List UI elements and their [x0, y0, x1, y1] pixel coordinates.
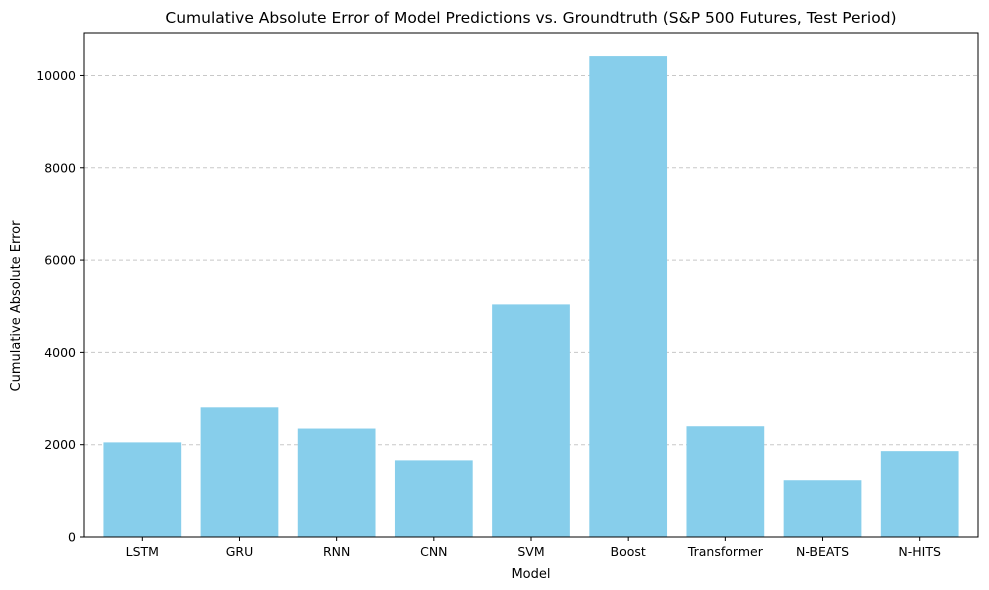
x-tick-label: GRU [226, 544, 254, 559]
x-tick-label: RNN [323, 544, 350, 559]
bars [103, 56, 959, 537]
y-tick-label: 2000 [44, 437, 76, 452]
bar-n-beats [783, 480, 862, 537]
x-axis-label: Model [511, 567, 550, 582]
bar-lstm [103, 442, 182, 537]
y-tick-label: 10000 [36, 68, 76, 83]
bar-boost [589, 56, 668, 537]
y-axis-label: Cumulative Absolute Error [9, 220, 24, 392]
bar-cnn [394, 460, 473, 537]
y-tick-label: 6000 [44, 253, 76, 268]
x-tick-label: Transformer [687, 544, 764, 559]
x-axis: LSTM GRU RNN CNN SVM Boost Transformer N-BEATS N… [126, 537, 941, 559]
bar-rnn [297, 428, 376, 537]
chart-title: Cumulative Absolute Error of Model Predi… [165, 9, 896, 27]
y-axis: 0 2000 4000 6000 8000 10000 [36, 68, 84, 545]
y-tick-label: 4000 [44, 345, 76, 360]
x-tick-label: N-HITS [898, 544, 941, 559]
bar-n-hits [880, 451, 959, 537]
y-tick-label: 8000 [44, 160, 76, 175]
x-tick-label: CNN [420, 544, 447, 559]
bar-gru [200, 407, 279, 537]
x-tick-label: SVM [517, 544, 544, 559]
x-tick-label: LSTM [126, 544, 159, 559]
bar-transformer [686, 426, 765, 537]
plot-frame [83, 32, 979, 538]
y-tick-label: 0 [68, 530, 76, 545]
x-tick-label: N-BEATS [796, 544, 849, 559]
x-tick-label: Boost [611, 544, 646, 559]
bar-svm [492, 304, 570, 537]
